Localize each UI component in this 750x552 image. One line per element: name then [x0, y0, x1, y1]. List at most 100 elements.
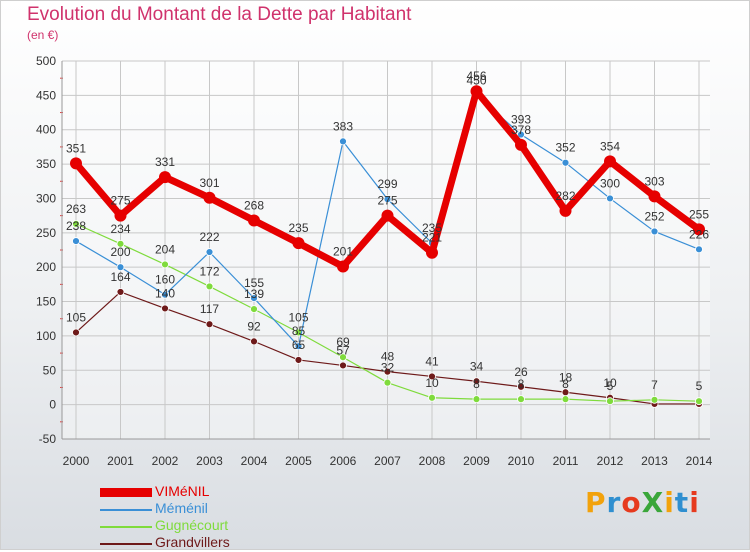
- data-label: 172: [199, 264, 219, 278]
- data-point: [161, 290, 169, 299]
- data-label: 5: [696, 379, 703, 393]
- data-point: [517, 130, 525, 139]
- y-tick-label: 500: [36, 54, 56, 68]
- legend-swatch: [100, 526, 152, 528]
- data-label: 354: [600, 139, 620, 153]
- data-point: [72, 237, 80, 245]
- data-label: 393: [511, 113, 531, 127]
- data-label: 117: [200, 302, 219, 316]
- data-point: [159, 171, 171, 184]
- data-point: [116, 263, 125, 272]
- proxiti-logo: ProXiti: [585, 486, 700, 519]
- data-label: 300: [600, 176, 620, 190]
- data-label: 18: [559, 370, 573, 384]
- data-label: 235: [422, 221, 442, 235]
- data-label: 164: [110, 270, 130, 284]
- x-tick-label: 2009: [463, 454, 490, 468]
- data-point: [517, 382, 525, 391]
- data-label: 200: [110, 245, 130, 259]
- data-label: 69: [336, 335, 350, 349]
- data-label: 235: [288, 221, 308, 235]
- data-point: [470, 85, 483, 98]
- data-point: [339, 361, 347, 370]
- data-label: 275: [377, 194, 397, 208]
- data-label: 8: [518, 377, 525, 391]
- x-tick-label: 2001: [107, 454, 134, 468]
- data-label: 48: [381, 350, 395, 364]
- data-label: 351: [66, 141, 86, 155]
- data-label: 57: [336, 343, 350, 357]
- data-point: [294, 342, 303, 351]
- data-label: 34: [470, 359, 484, 373]
- data-label: 352: [555, 141, 575, 155]
- data-point: [203, 191, 216, 204]
- data-label: 383: [333, 119, 353, 133]
- data-label: 299: [377, 177, 397, 191]
- data-point: [205, 248, 214, 256]
- data-label: 26: [514, 365, 528, 379]
- x-tick-label: 2006: [330, 454, 357, 468]
- data-label: 8: [473, 377, 480, 391]
- y-tick-label: 150: [36, 295, 56, 309]
- x-tick-label: 2010: [508, 454, 535, 468]
- data-point: [381, 209, 394, 222]
- data-point: [339, 137, 347, 146]
- legend-label: Méménil: [155, 500, 208, 516]
- data-point: [559, 204, 572, 217]
- data-point: [161, 304, 169, 313]
- data-label: 85: [292, 324, 306, 338]
- data-point: [561, 158, 570, 167]
- data-label: 238: [66, 219, 86, 233]
- data-point: [70, 157, 82, 170]
- data-point: [650, 395, 659, 404]
- data-point: [561, 395, 570, 404]
- data-point: [292, 237, 305, 250]
- data-point: [114, 209, 127, 222]
- data-point: [383, 367, 392, 376]
- data-label: 275: [110, 194, 130, 208]
- x-tick-label: 2014: [686, 454, 713, 468]
- data-label: 140: [155, 286, 175, 300]
- data-label: 268: [244, 198, 264, 212]
- data-label: 221: [422, 231, 442, 245]
- data-point: [650, 227, 659, 236]
- data-point: [161, 260, 169, 269]
- y-tick-label: 250: [36, 226, 56, 240]
- unit-label: (en €): [27, 28, 59, 42]
- y-tick-label: 300: [36, 191, 56, 205]
- y-tick-label: 100: [36, 329, 56, 343]
- y-tick-label: 450: [36, 88, 56, 102]
- data-label: 10: [603, 376, 617, 390]
- y-tick-label: 400: [36, 123, 56, 137]
- data-label: 226: [689, 227, 709, 241]
- data-label: 301: [199, 176, 219, 190]
- chart-title: Evolution du Montant de la Dette par Hab…: [27, 4, 412, 25]
- data-point: [294, 356, 303, 364]
- data-label: 201: [333, 244, 353, 258]
- data-point: [648, 190, 661, 203]
- data-label: 10: [425, 376, 439, 390]
- data-label: 155: [244, 276, 264, 290]
- y-tick-label: 0: [49, 398, 56, 412]
- data-point: [472, 377, 481, 386]
- data-label: 32: [381, 361, 395, 375]
- data-point: [695, 397, 703, 406]
- legend-label: VIMéNIL: [155, 483, 210, 499]
- data-point: [248, 214, 260, 227]
- data-point: [72, 328, 80, 337]
- data-point: [606, 397, 614, 406]
- x-tick-label: 2013: [641, 454, 668, 468]
- data-point: [72, 219, 80, 228]
- data-label: 255: [689, 207, 709, 221]
- data-label: 456: [466, 69, 486, 83]
- data-label: 252: [644, 209, 664, 223]
- data-point: [250, 337, 258, 346]
- data-point: [339, 353, 347, 362]
- data-point: [428, 372, 436, 381]
- data-label: 450: [466, 73, 486, 87]
- x-tick-label: 2002: [152, 454, 179, 468]
- data-point: [205, 282, 214, 291]
- data-label: 378: [511, 123, 531, 137]
